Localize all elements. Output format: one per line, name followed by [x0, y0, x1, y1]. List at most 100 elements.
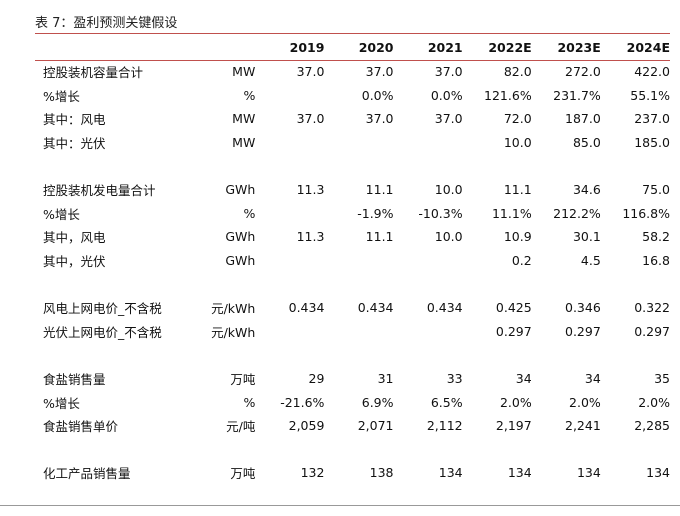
- row-label: %增长: [43, 395, 80, 411]
- value-cell: 185.0: [634, 135, 670, 151]
- table-row: 光伏上网电价_不含税 元/kWh 0.297 0.297 0.297: [35, 320, 670, 344]
- value-cell: 11.1: [365, 182, 394, 198]
- row-unit: 元/kWh: [211, 301, 256, 317]
- table-body: 控股装机容量合计 MW 37.0 37.0 37.0 82.0 272.0 422.0 %增长%…: [35, 60, 670, 485]
- value-cell: 37.0: [434, 64, 463, 80]
- value-cell: 212.2%: [553, 205, 601, 221]
- value-cell: [255, 131, 324, 155]
- value-cell: 0.425: [495, 300, 532, 316]
- row-label: 其中，光伏: [43, 254, 106, 270]
- value-cell: 0.297: [495, 323, 532, 339]
- value-cell: 11.3: [296, 182, 325, 198]
- value-cell: 30.1: [572, 229, 601, 245]
- value-cell: [394, 320, 463, 344]
- spacer-cell: [35, 343, 670, 367]
- row-unit: MW: [232, 111, 256, 127]
- table-row: 化工产品销售量 万吨 132 138 134 134 134 134: [35, 461, 670, 485]
- table-row: 食盐销售单价 元/吨 2,059 2,071 2,112 2,197 2,241 2,285: [35, 414, 670, 438]
- value-cell: [255, 202, 324, 226]
- row-unit: 万吨: [230, 466, 256, 482]
- value-cell: 138: [369, 465, 394, 481]
- value-cell: [255, 84, 324, 108]
- header-label-cell: [35, 35, 200, 60]
- value-cell: 10.9: [503, 229, 532, 245]
- value-cell: 75.0: [642, 182, 670, 198]
- table-title: 表 7：盈利预测关键假设: [35, 16, 178, 31]
- table-row: 食盐销售量 万吨 29 31 33 34 34 35: [35, 367, 670, 391]
- row-unit: 元/吨: [226, 419, 256, 435]
- value-cell: 34.6: [572, 182, 601, 198]
- value-cell: 37.0: [296, 64, 325, 80]
- value-cell: 0.297: [634, 323, 670, 339]
- spacer-cell: [35, 438, 670, 462]
- value-cell: 132: [300, 465, 325, 481]
- value-cell: 2,241: [565, 418, 601, 434]
- value-cell: 31: [377, 371, 394, 387]
- value-cell: 72.0: [503, 111, 532, 127]
- value-cell: 10.0: [503, 135, 532, 151]
- value-cell: 134: [507, 465, 532, 481]
- value-cell: -1.9%: [357, 205, 394, 221]
- value-cell: 6.5%: [430, 394, 463, 410]
- value-cell: 55.1%: [630, 87, 670, 103]
- value-cell: [255, 320, 324, 344]
- row-unit: %: [243, 205, 256, 221]
- row-label: 化工产品销售量: [43, 466, 131, 482]
- value-cell: 2.0%: [638, 394, 670, 410]
- value-cell: 134: [576, 465, 601, 481]
- value-cell: 37.0: [296, 111, 325, 127]
- value-cell: 231.7%: [553, 87, 601, 103]
- spacer-cell: [35, 154, 670, 178]
- group-spacer: [35, 272, 670, 296]
- year-header: 2024E: [626, 40, 670, 55]
- value-cell: 0.0%: [361, 87, 394, 103]
- value-cell: 187.0: [565, 111, 601, 127]
- value-cell: 35: [654, 371, 670, 387]
- value-cell: 2,285: [634, 418, 670, 434]
- value-cell: 2,071: [357, 418, 394, 434]
- row-unit: GWh: [225, 229, 256, 245]
- table-row: 其中，光伏 GWh 0.2 4.5 16.8: [35, 249, 670, 273]
- value-cell: 58.2: [642, 229, 670, 245]
- row-label: 风电上网电价_不含税: [43, 301, 162, 317]
- value-cell: 34: [515, 371, 532, 387]
- row-label: 其中：光伏: [43, 136, 106, 152]
- table-row: 其中：光伏 MW 10.0 85.0 185.0: [35, 131, 670, 155]
- group-spacer: [35, 154, 670, 178]
- value-cell: 2,197: [495, 418, 532, 434]
- header-unit-cell: [200, 35, 255, 60]
- value-cell: 0.434: [357, 300, 394, 316]
- value-cell: 0.0%: [430, 87, 463, 103]
- value-cell: 2.0%: [499, 394, 532, 410]
- row-label: 其中，风电: [43, 230, 106, 246]
- row-unit: MW: [232, 64, 256, 80]
- value-cell: 85.0: [572, 135, 601, 151]
- year-header: 2020: [358, 40, 394, 55]
- value-cell: 0.2: [511, 253, 532, 269]
- table-row: 风电上网电价_不含税 元/kWh 0.434 0.434 0.434 0.425 0.346…: [35, 296, 670, 320]
- year-header: 2022E: [488, 40, 532, 55]
- row-label: 食盐销售单价: [43, 419, 119, 435]
- row-label: 光伏上网电价_不含税: [43, 324, 162, 340]
- title-rule: [35, 33, 670, 34]
- value-cell: 2.0%: [569, 394, 601, 410]
- value-cell: 0.434: [426, 300, 463, 316]
- table-row: 控股装机容量合计 MW 37.0 37.0 37.0 82.0 272.0 422.0: [35, 60, 670, 84]
- year-header: 2021: [427, 40, 463, 55]
- table-row: 其中，风电 GWh 11.3 11.1 10.0 10.9 30.1 58.2: [35, 225, 670, 249]
- row-unit: %: [243, 394, 256, 410]
- value-cell: [394, 249, 463, 273]
- value-cell: 34: [584, 371, 601, 387]
- value-cell: 2,059: [288, 418, 325, 434]
- table-row: %增长% 0.0% 0.0% 121.6% 231.7% 55.1%: [35, 84, 670, 108]
- value-cell: [324, 131, 393, 155]
- row-unit: GWh: [225, 182, 256, 198]
- row-label: 控股装机容量合计: [43, 65, 144, 81]
- row-label: %增长: [43, 88, 80, 104]
- value-cell: 16.8: [642, 253, 670, 269]
- value-cell: 33: [446, 371, 463, 387]
- value-cell: 11.1%: [491, 205, 532, 221]
- value-cell: -21.6%: [280, 394, 325, 410]
- value-cell: 0.322: [634, 300, 670, 316]
- table-row: 其中：风电 MW 37.0 37.0 37.0 72.0 187.0 237.0: [35, 107, 670, 131]
